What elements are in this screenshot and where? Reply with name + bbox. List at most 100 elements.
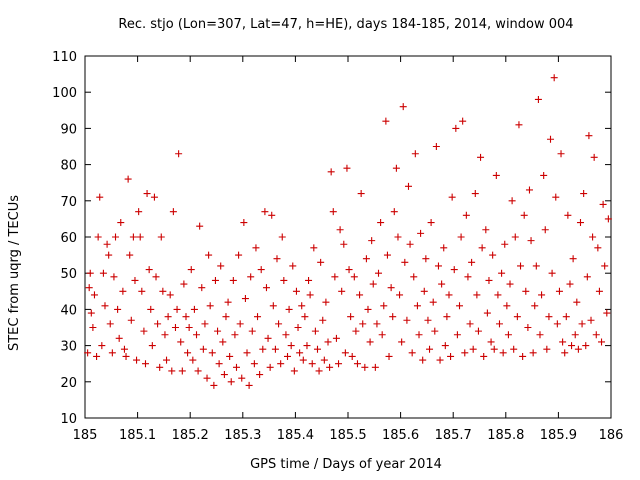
data-point xyxy=(262,284,270,292)
data-point xyxy=(504,331,512,339)
data-point xyxy=(422,255,430,263)
data-point xyxy=(184,349,192,357)
data-point xyxy=(480,352,488,360)
data-point xyxy=(301,313,309,321)
y-tick-label: 40 xyxy=(60,303,77,318)
data-point xyxy=(194,367,202,375)
data-point xyxy=(240,219,248,227)
data-point xyxy=(147,305,155,313)
data-point xyxy=(173,305,181,313)
data-point xyxy=(383,251,391,259)
data-point xyxy=(466,320,474,328)
data-point xyxy=(524,324,532,331)
data-point xyxy=(582,342,590,350)
data-point xyxy=(166,291,174,299)
data-point xyxy=(406,240,414,248)
data-point xyxy=(445,291,453,299)
y-tick-label: 70 xyxy=(60,195,77,210)
data-point xyxy=(587,316,595,324)
data-point xyxy=(317,258,325,266)
data-point xyxy=(541,226,549,234)
data-point xyxy=(294,324,302,331)
data-point xyxy=(417,229,425,237)
data-point xyxy=(489,251,497,259)
x-tick-label: 185 xyxy=(73,428,98,443)
data-point xyxy=(161,331,169,339)
data-point xyxy=(576,219,584,227)
data-point xyxy=(457,233,465,241)
data-point xyxy=(408,349,416,357)
data-point xyxy=(285,305,293,313)
data-point xyxy=(413,302,421,310)
data-point xyxy=(580,190,588,198)
data-point xyxy=(129,233,137,241)
data-point xyxy=(227,378,235,386)
data-point xyxy=(492,171,500,179)
data-point xyxy=(482,226,490,234)
data-point xyxy=(382,117,390,125)
data-point xyxy=(499,349,507,357)
data-point xyxy=(603,309,611,317)
data-point xyxy=(534,95,542,103)
y-tick-label: 50 xyxy=(60,267,77,282)
data-point xyxy=(322,298,330,306)
data-point xyxy=(419,356,427,364)
data-point xyxy=(120,345,128,353)
data-point xyxy=(515,121,523,129)
data-point xyxy=(501,240,509,248)
data-point xyxy=(389,313,397,321)
data-point xyxy=(133,356,141,364)
data-point xyxy=(180,280,188,288)
data-point xyxy=(203,374,211,382)
data-point xyxy=(168,367,176,375)
data-point xyxy=(443,313,451,321)
data-point xyxy=(256,371,264,379)
data-point xyxy=(459,117,467,125)
data-point xyxy=(311,327,319,335)
y-tick-label: 110 xyxy=(52,50,77,65)
data-point xyxy=(193,331,201,339)
data-point xyxy=(590,153,598,161)
data-point xyxy=(345,266,353,274)
data-point xyxy=(362,255,370,263)
data-point xyxy=(241,295,249,303)
data-point xyxy=(217,262,225,270)
data-point xyxy=(214,327,222,335)
data-point xyxy=(145,266,153,274)
data-point xyxy=(284,352,292,360)
data-point xyxy=(461,349,469,357)
data-point xyxy=(375,269,383,277)
data-point xyxy=(508,197,516,205)
data-point xyxy=(148,342,156,350)
data-point xyxy=(453,331,461,339)
data-point xyxy=(305,276,313,284)
data-point xyxy=(215,360,223,368)
data-point xyxy=(303,342,311,350)
data-point xyxy=(547,135,555,143)
data-point xyxy=(574,345,582,353)
data-point xyxy=(385,352,393,360)
data-point xyxy=(550,74,558,82)
data-point xyxy=(361,363,369,371)
data-point xyxy=(201,320,209,328)
x-axis: 185 185.1 185.2 185.3 185.4 185.5 185.6 185.7 18… xyxy=(73,56,623,443)
data-point xyxy=(399,103,407,111)
x-tick-label: 185.5 xyxy=(329,428,366,443)
x-tick-label: 185.3 xyxy=(224,428,261,443)
data-point xyxy=(252,244,260,252)
data-point xyxy=(396,291,404,299)
data-point xyxy=(313,345,321,353)
data-point xyxy=(211,276,219,284)
data-point xyxy=(583,273,591,281)
data-point xyxy=(592,331,600,339)
data-point xyxy=(471,190,479,198)
data-point xyxy=(277,360,285,368)
y-axis-label: STEC from uqrg / TECUs xyxy=(7,195,22,351)
data-point xyxy=(90,291,98,299)
data-point xyxy=(604,215,612,223)
data-point xyxy=(232,363,240,371)
data-point xyxy=(85,284,93,292)
x-axis-label: GPS time / Days of year 2014 xyxy=(250,457,442,472)
data-point xyxy=(598,338,606,346)
data-point xyxy=(571,331,579,339)
